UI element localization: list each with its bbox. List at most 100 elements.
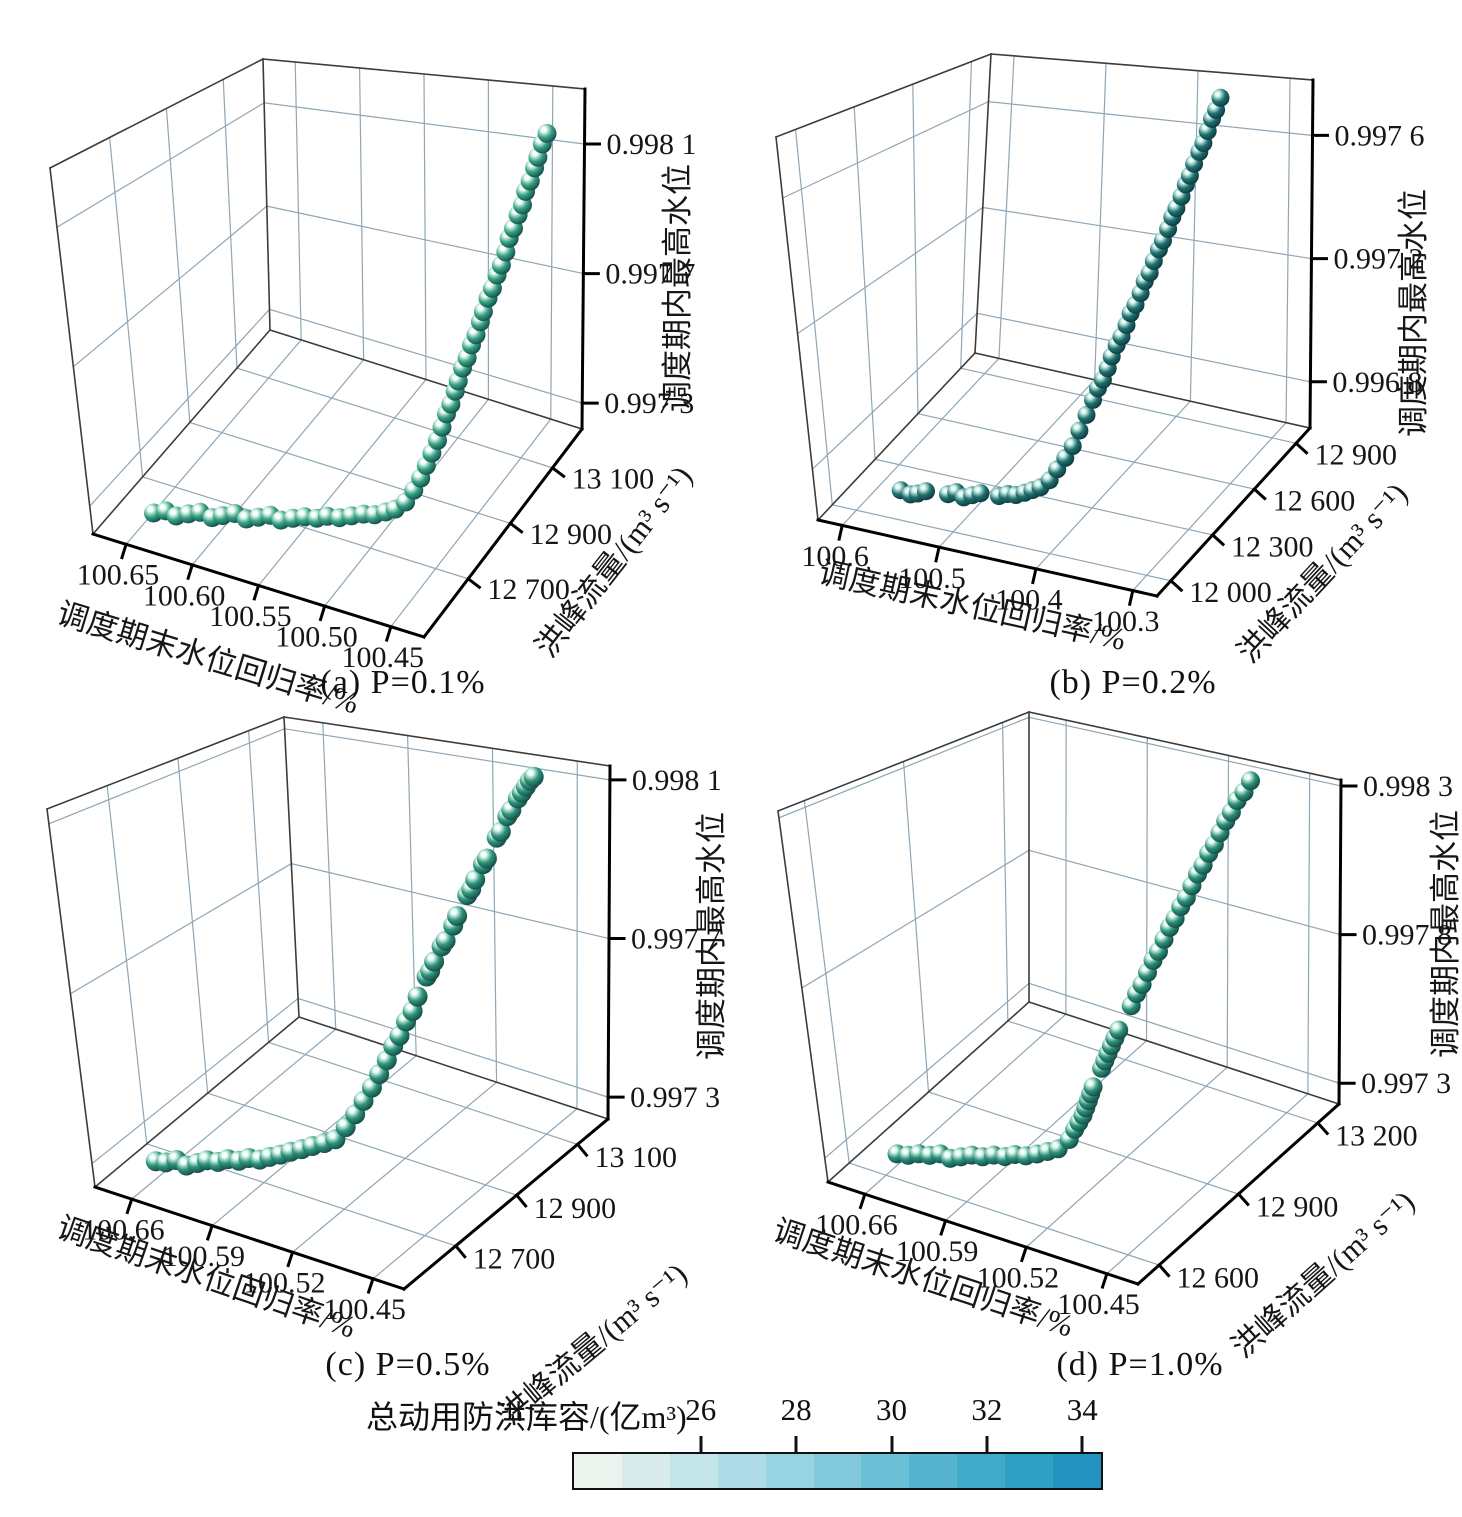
y-gridline — [794, 128, 833, 506]
data-point — [1211, 88, 1230, 107]
x-tick-label: 100.45 — [341, 641, 424, 674]
x-axis-title: 调度期末水位回归率/% — [816, 554, 1130, 657]
z-gridline — [976, 312, 1312, 383]
x-gridline — [841, 357, 1000, 527]
colorbar-segment — [669, 1454, 718, 1488]
y-tick-label: 12 700 — [473, 1243, 555, 1276]
y-tick-label: 13 100 — [595, 1141, 678, 1174]
data-point — [1109, 1020, 1129, 1040]
y-tick — [1236, 1191, 1250, 1207]
y-tick-label: 13 200 — [1335, 1119, 1418, 1152]
y-gridline — [1007, 1020, 1319, 1124]
x-tick-label: 100.59 — [896, 1235, 979, 1268]
y-gridline — [141, 476, 469, 580]
data-points-b — [891, 88, 1230, 507]
x-gridline — [1307, 772, 1311, 1095]
colorbar-tick-mark — [699, 1436, 703, 1452]
colorbar-segment — [957, 1454, 1006, 1488]
x-tick-label: 100.52 — [977, 1262, 1060, 1295]
data-point — [1241, 771, 1260, 791]
y-tick-label: 12 900 — [530, 518, 613, 551]
x-tick — [1031, 567, 1038, 585]
y-tick — [453, 1243, 467, 1259]
x-gridline — [423, 73, 427, 381]
y-gridline — [108, 136, 144, 478]
y-gridline — [247, 730, 270, 1044]
box-edge — [268, 328, 584, 431]
box-edge — [1028, 711, 1342, 781]
x-gridline — [998, 55, 1015, 359]
x-tick-label: 100.45 — [323, 1293, 406, 1326]
z-gridline — [283, 728, 611, 781]
z-gridline — [48, 728, 286, 825]
x-tick-label: 100.66 — [82, 1213, 165, 1246]
x-tick — [1019, 1245, 1029, 1263]
x-tick — [939, 1218, 948, 1236]
z-gridline — [796, 206, 984, 335]
data-point — [465, 869, 486, 890]
x-gridline — [1094, 62, 1107, 381]
x-tick — [934, 545, 941, 563]
z-axis-title: 调度期内最高水位 — [694, 812, 729, 1060]
z-gridline — [987, 100, 1314, 137]
axis-line — [580, 87, 587, 431]
box-edge — [283, 716, 611, 767]
colorbar-segment — [574, 1454, 622, 1488]
axis-line — [93, 1185, 406, 1291]
colorbar-segment — [861, 1454, 910, 1488]
y-tick — [1252, 486, 1267, 501]
colorbar-tick-mark — [985, 1436, 989, 1452]
colorbar-tick-label: 28 — [780, 1392, 812, 1427]
colorbar-tick-mark — [890, 1436, 894, 1452]
x-gridline — [1285, 77, 1291, 424]
box-edge — [1027, 1000, 1341, 1106]
data-point — [476, 848, 497, 869]
colorbar-tick-mark — [1080, 1436, 1084, 1452]
caption-panel-c: (c) P=0.5% — [325, 1346, 491, 1383]
z-gridline — [1028, 716, 1342, 787]
axis-line — [401, 1116, 611, 1292]
y-tick — [466, 576, 482, 590]
y-gridline — [927, 1091, 1240, 1195]
z-gridline — [811, 312, 978, 471]
z-gridline — [1028, 982, 1340, 1084]
box-edge — [45, 715, 286, 811]
y-gridline — [917, 413, 1256, 490]
y-tick — [1293, 441, 1309, 455]
x-tick-label: 100.59 — [163, 1240, 246, 1273]
x-tick — [366, 1276, 375, 1294]
colorbar-tick-label: 26 — [685, 1392, 717, 1427]
box-edge — [816, 351, 977, 522]
colorbar-segment — [1005, 1454, 1054, 1488]
box-edge — [774, 52, 993, 139]
z-tick-label: 0.997 3 — [604, 387, 694, 420]
axis-line — [606, 764, 612, 1121]
x-gridline — [358, 67, 365, 361]
z-gridline — [69, 862, 293, 995]
z-tick-label: 0.997 3 — [630, 1081, 720, 1114]
y-gridline — [960, 367, 1297, 444]
data-points-d — [887, 771, 1260, 1168]
y-gridline — [848, 1162, 1160, 1266]
colorbar-segment — [621, 1454, 670, 1488]
box-edge — [283, 716, 300, 1018]
data-point — [424, 951, 445, 972]
z-tick-label: 0.998 3 — [1363, 770, 1453, 803]
y-tick-label: 12 700 — [487, 573, 569, 606]
x-tick — [384, 624, 393, 642]
z-tick-label: 0.998 1 — [607, 128, 697, 161]
z-tick-label: 0.997 8 — [1362, 919, 1452, 952]
data-points-a — [144, 124, 557, 530]
y-gridline — [803, 799, 850, 1164]
y-tick-label: 12 300 — [1231, 530, 1314, 563]
x-tick — [252, 583, 261, 601]
y-tick — [1315, 1120, 1330, 1136]
colorbar-segment — [909, 1454, 958, 1488]
z-gridline — [91, 997, 299, 1165]
y-tick-label: 12 900 — [1256, 1190, 1339, 1223]
colorbar-tick-label: 34 — [1066, 1392, 1098, 1427]
axis-line — [1337, 778, 1343, 1106]
x-tick — [1100, 1271, 1109, 1289]
caption-panel-d: (d) P=1.0% — [1056, 1346, 1224, 1383]
y-gridline — [1001, 721, 1009, 1022]
